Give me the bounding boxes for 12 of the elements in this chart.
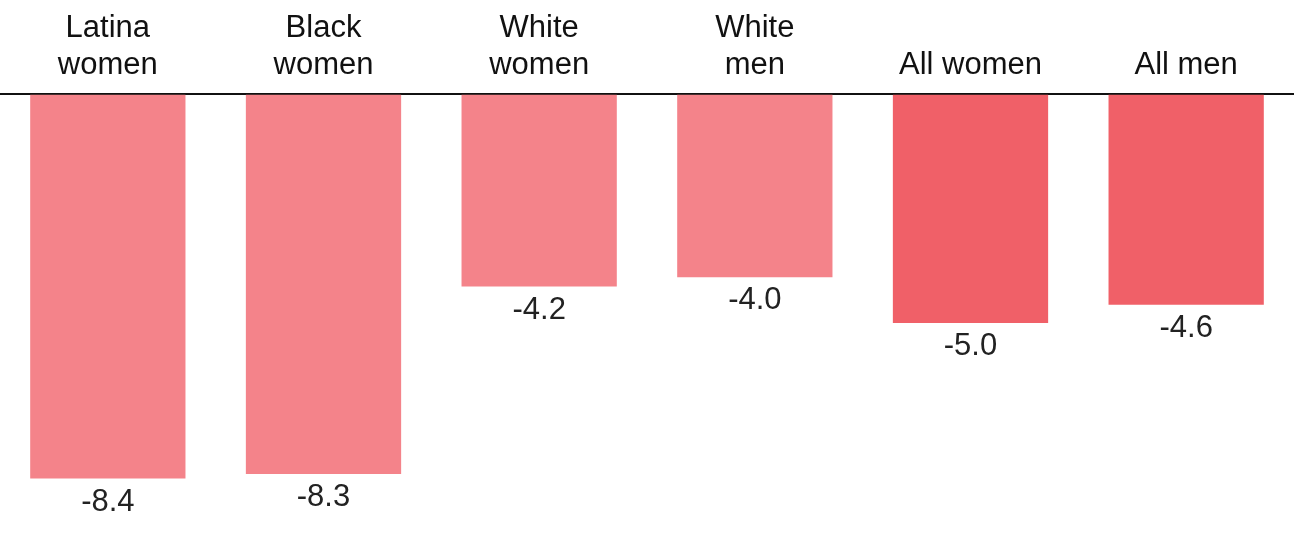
data-label: -4.0 [728,281,782,317]
x-tick-label: Latina women [56,9,158,82]
data-label: -4.2 [512,290,566,326]
data-label: -4.6 [1159,308,1213,344]
data-label: -8.4 [81,482,135,518]
x-tick-label: White women [488,9,590,82]
x-tick-label: All women [899,46,1042,82]
x-tick-label: All men [1134,46,1238,82]
data-label: -8.3 [296,478,351,514]
x-tick-label: Black women [272,9,374,82]
x-tick-label: White men [715,9,795,82]
data-label: -5.0 [943,327,998,363]
